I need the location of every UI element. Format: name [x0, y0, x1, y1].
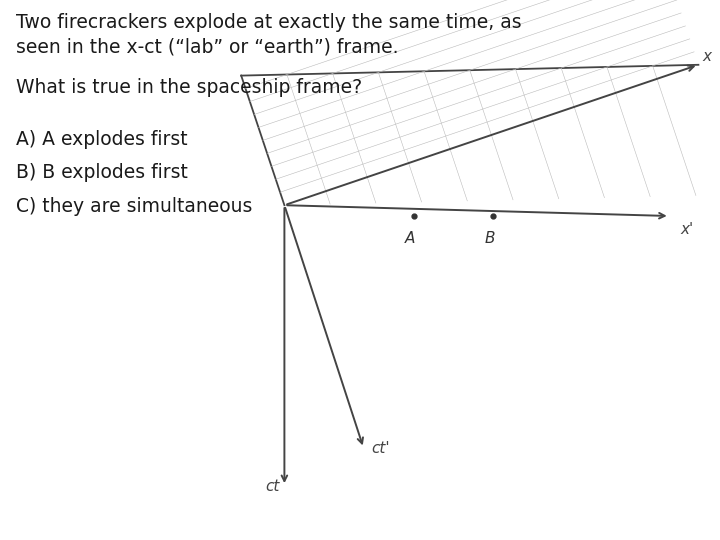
Text: ct: ct [265, 479, 279, 494]
Text: B) B explodes first: B) B explodes first [16, 163, 188, 182]
Text: C) they are simultaneous: C) they are simultaneous [16, 197, 252, 215]
Text: A) A explodes first: A) A explodes first [16, 130, 187, 148]
Text: x': x' [680, 222, 693, 237]
Text: x: x [702, 49, 711, 64]
Text: seen in the x-ct (“lab” or “earth”) frame.: seen in the x-ct (“lab” or “earth”) fram… [16, 38, 398, 57]
Text: B: B [485, 231, 495, 246]
Text: What is true in the spaceship frame?: What is true in the spaceship frame? [16, 78, 362, 97]
Text: Two firecrackers explode at exactly the same time, as: Two firecrackers explode at exactly the … [16, 14, 521, 32]
Text: ct': ct' [371, 441, 390, 456]
Text: A: A [405, 231, 415, 246]
